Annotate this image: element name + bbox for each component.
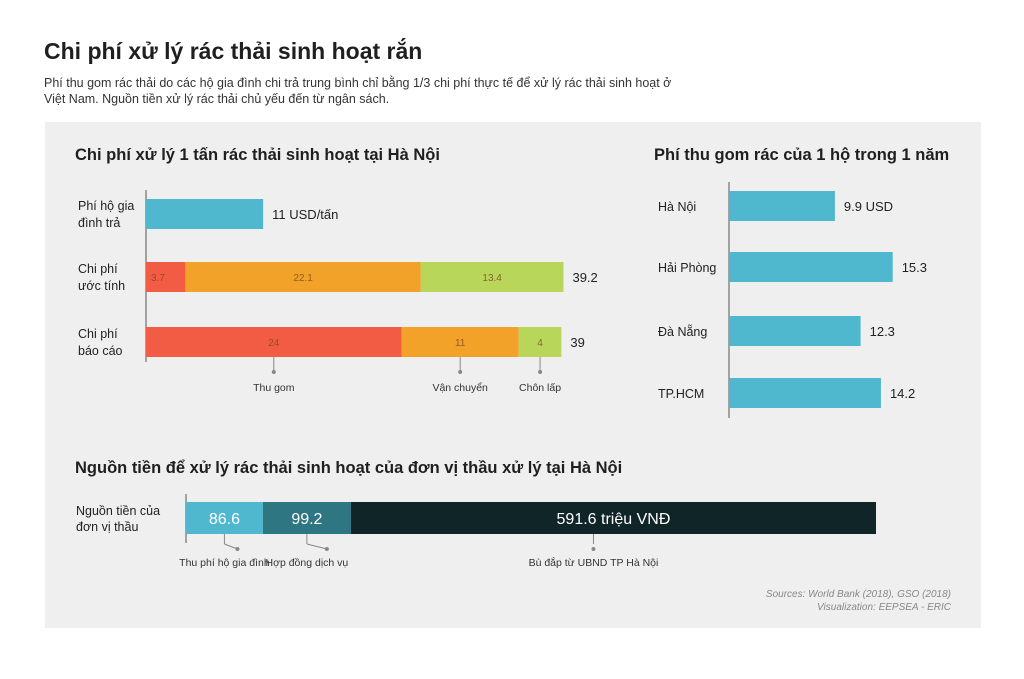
- chart1-total-label: 39: [570, 335, 584, 350]
- sources-note: Sources: World Bank (2018), GSO (2018): [765, 589, 951, 600]
- visualization-note: Visualization: EEPSEA - ERIC: [817, 602, 951, 613]
- chart1-bar-chôn-lấp: [518, 327, 562, 357]
- chart1-segment-label: 22.1: [293, 273, 313, 284]
- chart2-category-label: Hải Phòng: [658, 261, 716, 275]
- chart2-category-label: Đà Nẵng: [658, 324, 707, 339]
- chart1-title: Chi phí xử lý 1 tấn rác thải sinh hoạt t…: [75, 146, 440, 164]
- chart3-bar-segment: [262, 502, 351, 534]
- chart3-segment-label: 86.6: [209, 511, 240, 528]
- chart1-legend-label: Thu gom: [253, 382, 295, 394]
- chart1-bar-vận-chuyển: [401, 327, 519, 357]
- chart3-legend-leader: [306, 543, 328, 550]
- page-title: Chi phí xử lý rác thải sinh hoạt rắn: [44, 38, 423, 64]
- chart2-value-label: 14.2: [890, 386, 915, 401]
- chart3-segment-label: 591.6 triệu VNĐ: [557, 511, 671, 528]
- chart2-bar: [729, 378, 881, 408]
- chart1-total-label: 11 USD/tấn: [272, 207, 338, 222]
- chart3-legend-label: Bù đắp từ UBND TP Hà Nội: [529, 556, 659, 569]
- chart2-category-label: Hà Nội: [658, 200, 696, 214]
- chart1-legend-label: Chôn lấp: [519, 382, 561, 394]
- chart1-legend-dot: [538, 370, 543, 374]
- chart3-bar-segment: [350, 502, 876, 534]
- chart2-title: Phí thu gom rác của 1 hộ trong 1 năm: [654, 146, 950, 164]
- chart1-category-label: Chi phí báo cáo: [78, 327, 123, 358]
- chart1-category-label: Phí hộ gia đình trả: [78, 199, 134, 230]
- chart3-legend-dot: [235, 547, 240, 551]
- chart2-bar: [729, 191, 835, 221]
- chart3-title: Nguồn tiền để xử lý rác thải sinh hoạt c…: [75, 459, 623, 477]
- chart3-legend-label: Hợp đồng dịch vụ: [265, 557, 348, 569]
- chart1-segment-label: 13.4: [482, 273, 502, 284]
- chart1-bar-household: [146, 199, 264, 229]
- chart2-value-label: 15.3: [902, 260, 927, 275]
- chart1-segment-label: 24: [268, 338, 280, 349]
- footer-notes: Sources: World Bank (2018), GSO (2018) V…: [700, 588, 951, 614]
- chart1-segment-label: 3.7: [151, 273, 165, 284]
- chart2-bar: [729, 252, 893, 282]
- chart2-value-label: 9.9 USD: [844, 199, 893, 214]
- chart2-value-label: 12.3: [870, 324, 895, 339]
- chart3-segment-label: 99.2: [291, 511, 322, 528]
- chart3-category-label: Nguồn tiền của đơn vị thầu: [76, 504, 160, 534]
- chart1-bar-chôn-lấp: [420, 262, 564, 292]
- chart1-legend-label: Vận chuyển: [432, 382, 488, 394]
- chart2-bar: [729, 316, 861, 346]
- chart1-category-label: Chi phí ước tính: [78, 262, 125, 293]
- chart3-bar-segment: [186, 502, 263, 534]
- chart1-total-label: 39.2: [572, 270, 597, 285]
- chart3-legend-label: Thu phí hộ gia đình: [179, 557, 270, 569]
- chart3-legend-dot: [324, 547, 329, 551]
- page-subtitle: Phí thu gom rác thải do các hộ gia đình …: [44, 76, 672, 106]
- chart1-segment-label: 4: [537, 338, 543, 349]
- chart1-bar-thu-gom: [146, 327, 402, 357]
- chart1-bar-thu-gom: [146, 262, 186, 292]
- chart1-segment-label: 11: [455, 338, 466, 349]
- chart3-legend-dot: [591, 547, 596, 551]
- chart1-legend-dot: [458, 370, 463, 374]
- chart2-category-label: TP.HCM: [658, 387, 704, 401]
- chart3-legend-leader: [224, 543, 238, 550]
- chart1-bar-vận-chuyển: [185, 262, 421, 292]
- chart1-legend-dot: [271, 370, 276, 374]
